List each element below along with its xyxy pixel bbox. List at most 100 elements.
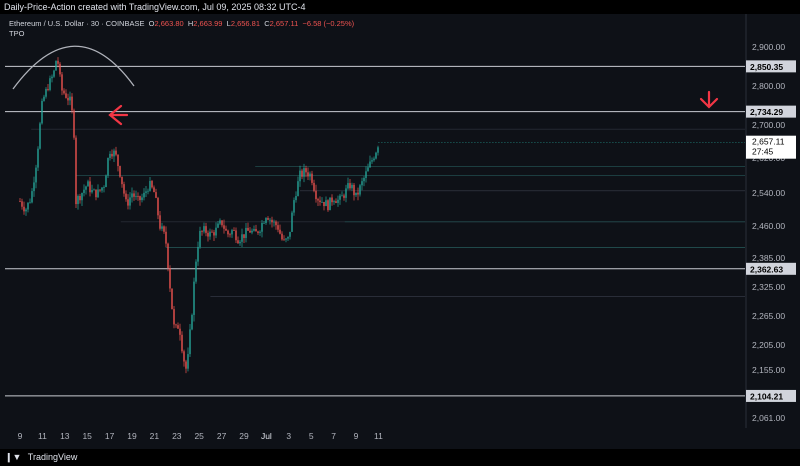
candle-body [217, 223, 219, 228]
candle-body [367, 167, 369, 172]
candle-body [289, 231, 291, 237]
candle-body [347, 183, 349, 189]
candle-body [293, 200, 295, 213]
candle-body [83, 189, 85, 193]
candle-body [107, 157, 109, 176]
candle-body [153, 187, 155, 193]
candle-body [295, 196, 297, 201]
candle-body [41, 100, 43, 124]
candle-body [53, 70, 55, 77]
candle-body [351, 184, 353, 189]
candle-body [133, 193, 135, 197]
candle-body [23, 206, 25, 212]
candle-body [329, 197, 331, 211]
candle-body [371, 160, 373, 162]
candle-body [179, 328, 181, 335]
y-tick-label: 2,460.00 [752, 221, 785, 231]
candle-body [155, 192, 157, 198]
candle-body [141, 197, 143, 201]
candle-body [151, 180, 153, 188]
candle-body [345, 188, 347, 198]
candle-body [195, 261, 197, 282]
candle-body [303, 168, 305, 177]
candle-body [43, 96, 45, 101]
candle-body [97, 189, 99, 198]
candle-body [35, 167, 37, 183]
candle-body [287, 236, 289, 239]
candle-body [95, 189, 97, 198]
x-tick-label: 27 [217, 431, 227, 441]
candle-body [29, 202, 31, 204]
y-tick-label: 2,061.00 [752, 413, 785, 423]
candle-body [57, 60, 59, 64]
x-tick-label: 17 [105, 431, 115, 441]
symbol-name: Ethereum / U.S. Dollar · 30 · COINBASE [9, 19, 145, 28]
candle-body [89, 181, 91, 193]
y-tick-label: 2,325.00 [752, 282, 785, 292]
candle-body [31, 191, 33, 203]
candle-body [209, 231, 211, 237]
down-arrow-drawing [699, 90, 719, 109]
candle-body [75, 137, 77, 205]
price-chart[interactable]: 2,900.002,800.002,700.002,620.002,540.00… [0, 0, 800, 449]
candle-body [37, 148, 39, 168]
candle-body [203, 226, 205, 232]
candle-body [115, 150, 117, 155]
candle-body [205, 226, 207, 233]
candle-body [349, 183, 351, 189]
candle-body [237, 240, 239, 244]
candle-body [19, 201, 21, 203]
candle-body [189, 329, 191, 355]
countdown-label: 27:45 [752, 147, 774, 157]
candle-body [87, 181, 89, 187]
candle-body [309, 173, 311, 177]
candle-body [139, 196, 141, 201]
candle-body [177, 325, 179, 329]
low-value: 2,656.81 [230, 19, 261, 28]
candle-body [335, 201, 337, 203]
candle-body [251, 230, 253, 233]
candle-body [377, 147, 379, 153]
candle-body [145, 191, 147, 193]
candle-body [61, 74, 63, 91]
x-tick-label: 7 [331, 431, 336, 441]
candle-body [201, 230, 203, 232]
candle-body [91, 190, 93, 193]
candle-body [159, 215, 161, 229]
candle-body [27, 202, 29, 210]
candle-body [245, 227, 247, 238]
candle-body [129, 197, 131, 206]
candle-body [365, 171, 367, 178]
y-tick-label: 2,265.00 [752, 311, 785, 321]
candle-body [363, 177, 365, 182]
candle-body [339, 195, 341, 200]
candle-body [125, 193, 127, 200]
candle-body [199, 230, 201, 248]
candle-body [127, 199, 129, 206]
candle-body [111, 153, 113, 157]
candle-body [271, 219, 273, 223]
candle-body [373, 158, 375, 161]
candle-body [121, 176, 123, 185]
high-label: H [187, 19, 194, 28]
candle-body [263, 222, 265, 224]
candle-body [173, 309, 175, 325]
candle-body [273, 221, 275, 223]
candle-body [167, 243, 169, 268]
candle-body [65, 93, 67, 98]
candle-body [45, 89, 47, 97]
candle-body [69, 96, 71, 101]
candle-body [147, 190, 149, 192]
candle-body [25, 209, 27, 212]
close-value: 2,657.11 [269, 19, 299, 28]
price-axis [746, 14, 800, 449]
brand-name: TradingView [27, 452, 78, 462]
candle-body [275, 221, 277, 226]
candle-body [299, 170, 301, 182]
candle-body [213, 232, 215, 236]
candle-body [39, 123, 41, 149]
candle-body [313, 182, 315, 191]
candle-body [249, 230, 251, 233]
candle-body [359, 185, 361, 195]
candle-body [157, 197, 159, 216]
